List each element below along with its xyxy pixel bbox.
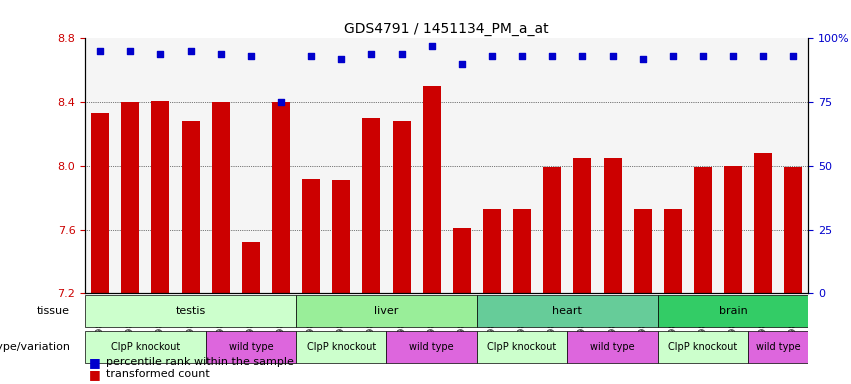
- Bar: [302, 179, 320, 293]
- Text: ClpP knockout: ClpP knockout: [306, 342, 376, 352]
- Text: ■: ■: [89, 356, 101, 369]
- Text: wild type: wild type: [229, 342, 273, 352]
- Bar: [151, 101, 169, 293]
- Bar: [392, 121, 410, 293]
- Point: [545, 53, 559, 59]
- Bar: [423, 86, 441, 293]
- Bar: [363, 118, 380, 293]
- Bar: [453, 228, 471, 293]
- Bar: [785, 167, 802, 293]
- Bar: [181, 121, 200, 293]
- Point: [425, 43, 438, 49]
- Point: [696, 53, 710, 59]
- FancyBboxPatch shape: [85, 331, 206, 363]
- FancyBboxPatch shape: [296, 295, 477, 327]
- Point: [395, 51, 408, 57]
- FancyBboxPatch shape: [748, 331, 808, 363]
- Bar: [543, 167, 562, 293]
- Point: [575, 53, 589, 59]
- Point: [485, 53, 499, 59]
- FancyBboxPatch shape: [477, 295, 658, 327]
- Point: [606, 53, 620, 59]
- Bar: [332, 180, 351, 293]
- Bar: [754, 153, 772, 293]
- FancyBboxPatch shape: [206, 331, 296, 363]
- Point: [154, 51, 168, 57]
- Bar: [603, 158, 621, 293]
- Point: [364, 51, 378, 57]
- Point: [636, 56, 649, 62]
- Point: [274, 99, 288, 105]
- Text: ■: ■: [89, 368, 101, 381]
- Text: heart: heart: [552, 306, 582, 316]
- Text: wild type: wild type: [409, 342, 454, 352]
- FancyBboxPatch shape: [296, 331, 386, 363]
- Point: [214, 51, 227, 57]
- Bar: [121, 102, 140, 293]
- FancyBboxPatch shape: [85, 295, 296, 327]
- Text: liver: liver: [374, 306, 398, 316]
- Point: [94, 48, 107, 54]
- Bar: [694, 167, 712, 293]
- Bar: [574, 158, 591, 293]
- Bar: [664, 209, 682, 293]
- Bar: [634, 209, 652, 293]
- Text: wild type: wild type: [756, 342, 801, 352]
- Bar: [242, 242, 260, 293]
- Bar: [272, 102, 290, 293]
- Point: [334, 56, 348, 62]
- FancyBboxPatch shape: [477, 331, 568, 363]
- Bar: [724, 166, 742, 293]
- FancyBboxPatch shape: [386, 331, 477, 363]
- Bar: [212, 102, 230, 293]
- Bar: [513, 209, 531, 293]
- FancyBboxPatch shape: [658, 331, 748, 363]
- Text: ClpP knockout: ClpP knockout: [488, 342, 557, 352]
- Point: [516, 53, 529, 59]
- Text: ClpP knockout: ClpP knockout: [668, 342, 738, 352]
- Text: ClpP knockout: ClpP knockout: [111, 342, 180, 352]
- Title: GDS4791 / 1451134_PM_a_at: GDS4791 / 1451134_PM_a_at: [345, 22, 549, 36]
- FancyBboxPatch shape: [658, 295, 808, 327]
- Point: [726, 53, 740, 59]
- Point: [244, 53, 258, 59]
- Point: [305, 53, 318, 59]
- Point: [666, 53, 680, 59]
- Point: [123, 48, 137, 54]
- Text: genotype/variation: genotype/variation: [0, 342, 70, 352]
- Text: transformed count: transformed count: [106, 369, 210, 379]
- Point: [455, 61, 469, 67]
- Text: wild type: wild type: [591, 342, 635, 352]
- Point: [184, 48, 197, 54]
- Point: [757, 53, 770, 59]
- FancyBboxPatch shape: [568, 331, 658, 363]
- Text: percentile rank within the sample: percentile rank within the sample: [106, 357, 294, 367]
- Bar: [91, 113, 109, 293]
- Text: testis: testis: [175, 306, 206, 316]
- Bar: [483, 209, 501, 293]
- Text: brain: brain: [719, 306, 747, 316]
- Text: tissue: tissue: [37, 306, 70, 316]
- Point: [786, 53, 800, 59]
